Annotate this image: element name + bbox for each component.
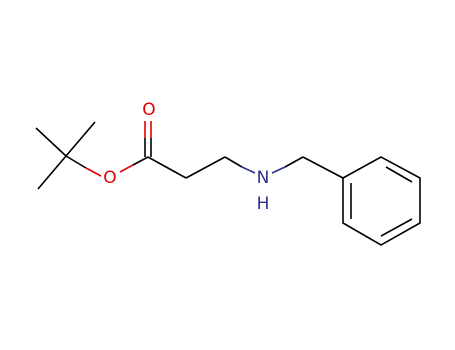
- atom-label: O: [103, 168, 116, 188]
- atom-label: N: [257, 168, 270, 188]
- bonds: [35, 121, 421, 246]
- atom-label: O: [142, 100, 155, 120]
- atom-label: H: [257, 194, 270, 214]
